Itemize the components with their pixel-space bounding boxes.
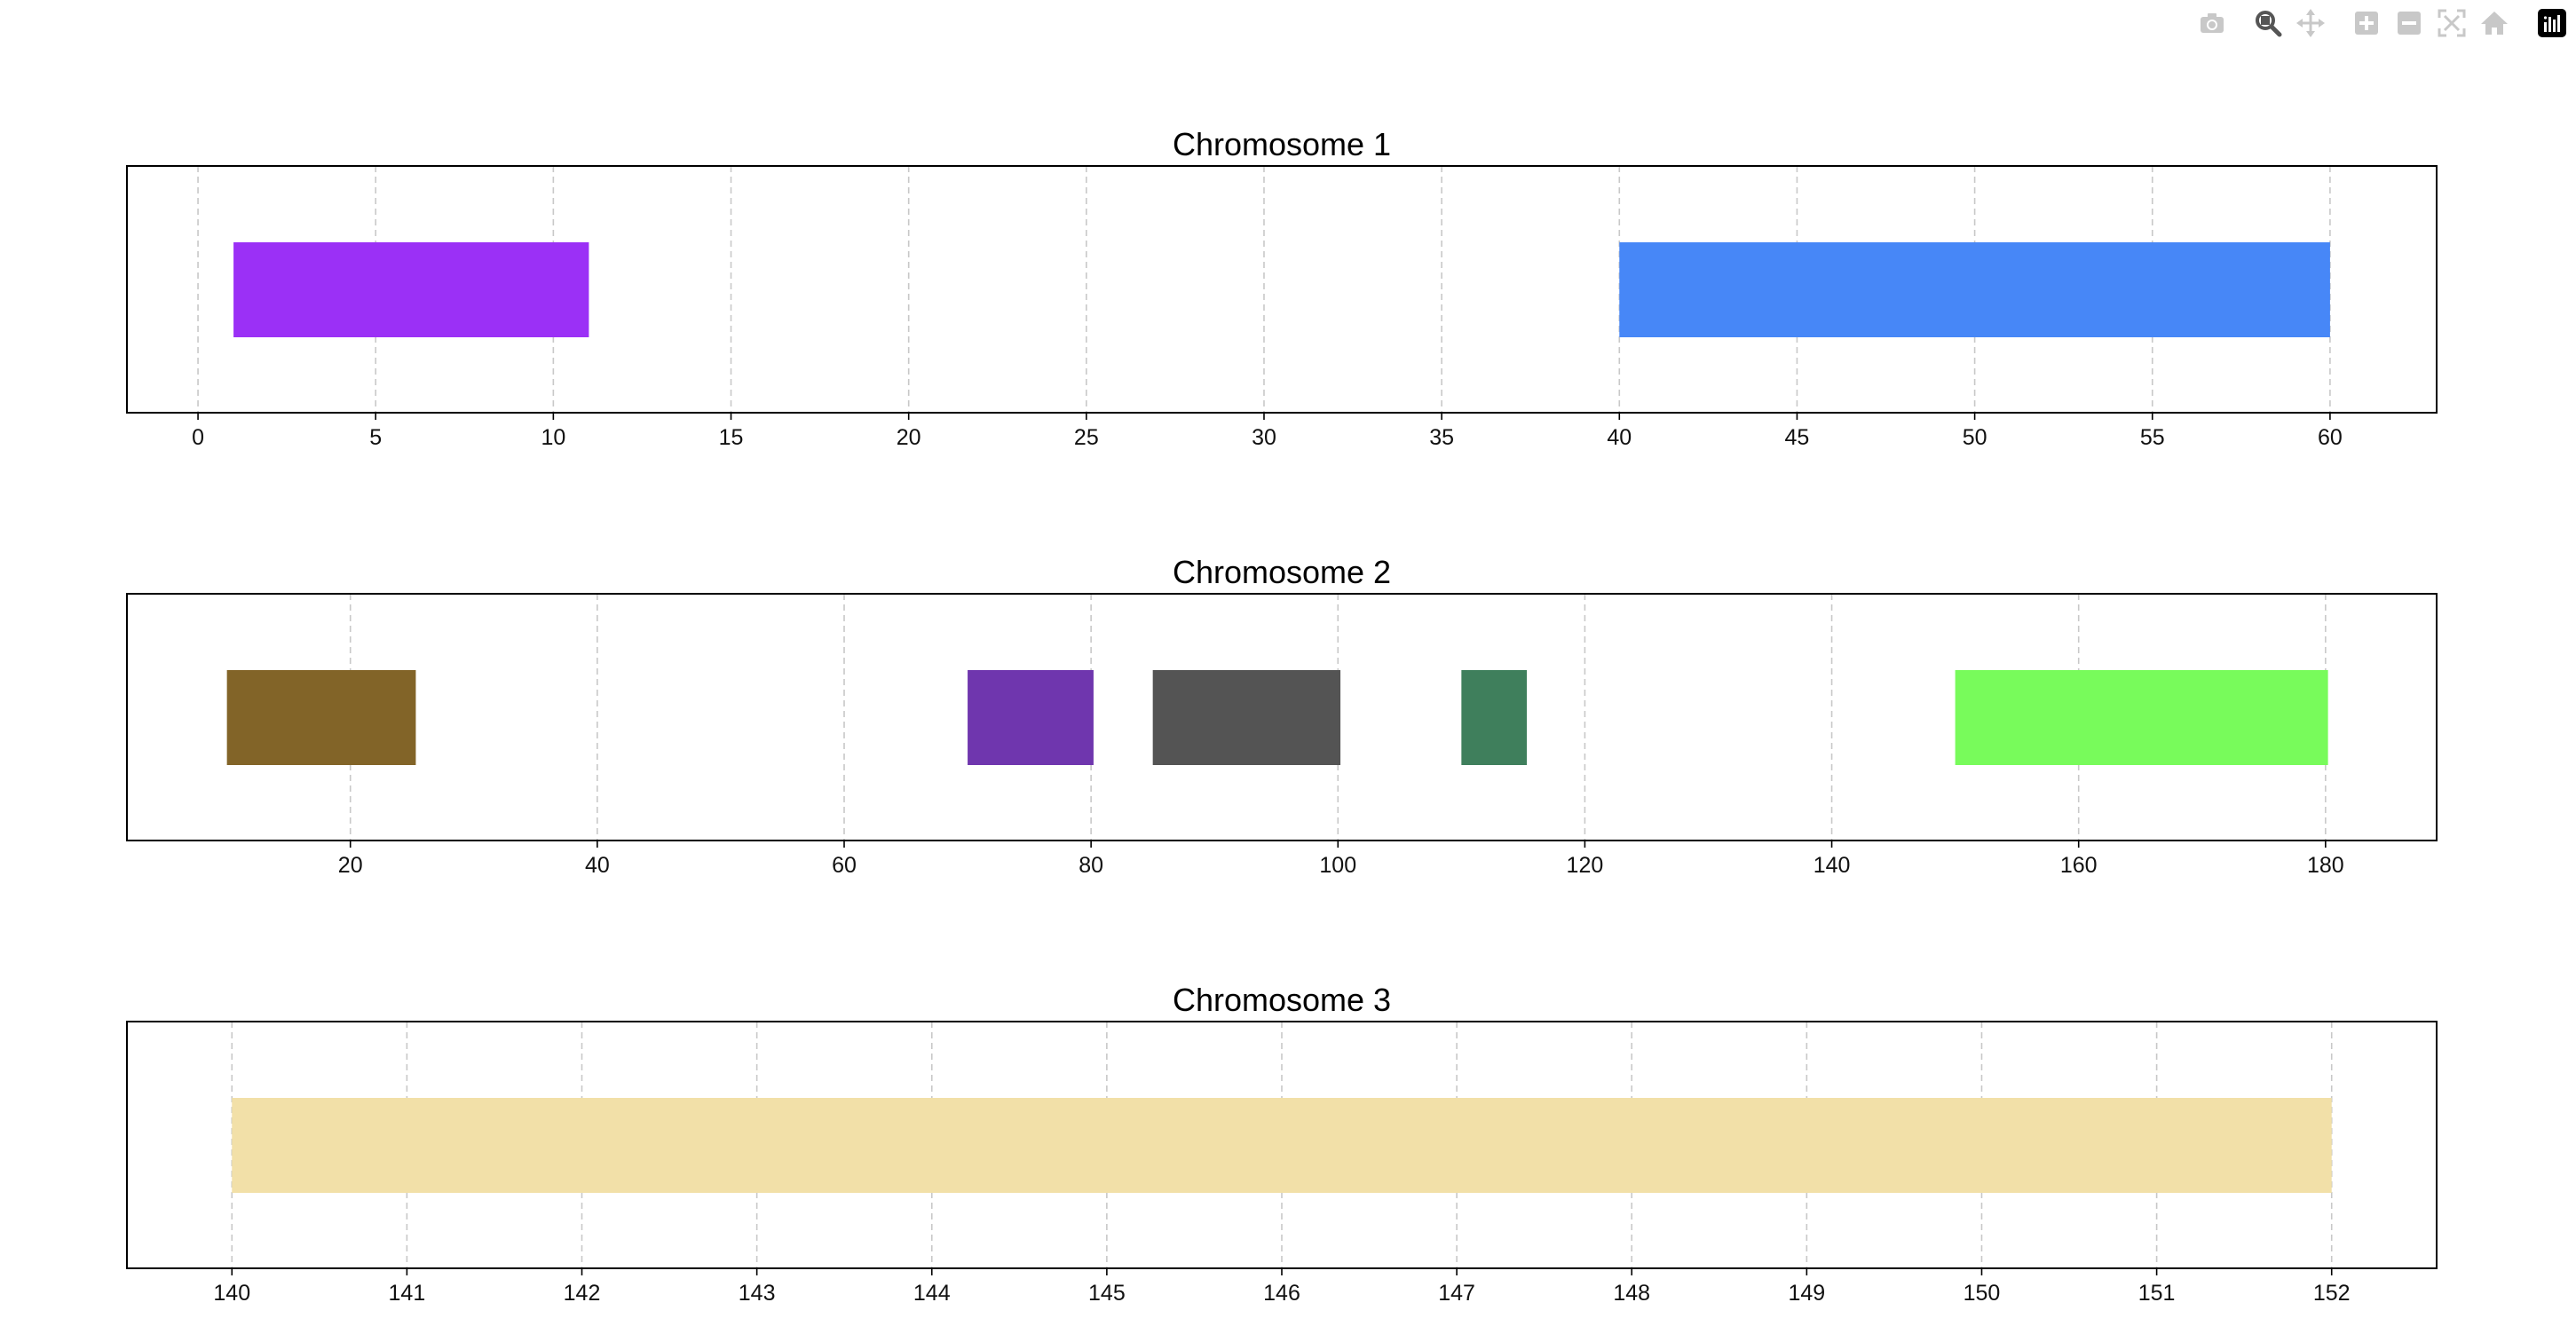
x-tick-label: 144: [913, 1281, 951, 1306]
pan-icon[interactable]: [2293, 5, 2328, 41]
plot-frame: [126, 593, 2438, 841]
x-tick-label: 25: [1074, 425, 1099, 450]
segment-bar[interactable]: [1461, 670, 1528, 765]
zoom-out-icon-glyph: [2398, 12, 2421, 35]
segment-bar[interactable]: [1152, 670, 1341, 765]
chart-1: Chromosome 1 0 5 10 15 20 25 30 35 40 45 50 55 60: [126, 126, 2438, 450]
x-tick-label: 142: [564, 1281, 601, 1306]
segment-bar[interactable]: [968, 670, 1094, 765]
chart-title: Chromosome 3: [1173, 982, 1391, 1018]
home-icon-glyph: [2481, 12, 2508, 35]
x-tick-label: 60: [2318, 425, 2343, 450]
home-icon[interactable]: [2477, 5, 2512, 41]
x-tick-label: 15: [719, 425, 744, 450]
x-tick-label: 143: [739, 1281, 776, 1306]
zoom-icon-glyph: [2256, 11, 2282, 37]
segment-bar[interactable]: [232, 1098, 2332, 1193]
x-tick-label: 45: [1785, 425, 1810, 450]
autoscale-icon[interactable]: [2434, 5, 2469, 41]
x-tick-label: 40: [585, 853, 610, 878]
x-tick-label: 145: [1088, 1281, 1126, 1306]
pan-icon-glyph: [2296, 9, 2325, 37]
autoscale-icon-glyph: [2438, 9, 2466, 37]
x-tick-label: 50: [1963, 425, 1987, 450]
camera-icon-glyph: [2201, 13, 2224, 33]
x-tick-label: 80: [1079, 853, 1103, 878]
x-tick-label: 5: [369, 425, 382, 450]
segment-bar[interactable]: [1619, 242, 2330, 337]
x-tick-label: 10: [541, 425, 565, 450]
x-tick-label: 180: [2307, 853, 2344, 878]
x-tick-label: 146: [1263, 1281, 1300, 1306]
x-tick-label: 20: [338, 853, 363, 878]
x-tick-label: 30: [1252, 425, 1276, 450]
segment-bar[interactable]: [233, 242, 589, 337]
modebar-toolbar: [0, 0, 2576, 53]
chart-2: Chromosome 2 20 40 60 80 100 120 140 160 180: [126, 554, 2438, 878]
camera-icon[interactable]: [2194, 5, 2230, 41]
zoom-in-icon[interactable]: [2349, 5, 2384, 41]
segment-bar[interactable]: [1955, 670, 2328, 765]
x-tick-label: 35: [1429, 425, 1454, 450]
x-tick-label: 20: [897, 425, 921, 450]
x-tick-label: 60: [832, 853, 857, 878]
plotly-logo-icon-glyph: [2538, 9, 2566, 37]
x-tick-label: 149: [1789, 1281, 1826, 1306]
zoom-out-icon[interactable]: [2391, 5, 2427, 41]
plot-frame: [126, 165, 2438, 414]
x-tick-label: 151: [2138, 1281, 2176, 1306]
x-tick-label: 40: [1607, 425, 1632, 450]
x-tick-label: 140: [1813, 853, 1851, 878]
x-tick-label: 140: [213, 1281, 250, 1306]
x-tick-label: 0: [192, 425, 204, 450]
chart-title: Chromosome 2: [1173, 554, 1391, 590]
zoom-in-icon-glyph: [2355, 12, 2378, 35]
x-tick-label: 152: [2313, 1281, 2351, 1306]
x-tick-label: 141: [389, 1281, 426, 1306]
x-tick-label: 150: [1964, 1281, 2001, 1306]
chart-3: Chromosome 3 140 141 142 143 144 145 146 147 148 1…: [126, 982, 2438, 1306]
segment-bar[interactable]: [226, 670, 416, 765]
plotly-logo-icon[interactable]: [2534, 5, 2570, 41]
chart-title: Chromosome 1: [1173, 126, 1391, 162]
zoom-icon[interactable]: [2250, 5, 2286, 41]
x-tick-label: 160: [2060, 853, 2098, 878]
x-tick-label: 55: [2140, 425, 2165, 450]
x-tick-label: 120: [1567, 853, 1604, 878]
x-tick-label: 147: [1438, 1281, 1475, 1306]
x-tick-label: 100: [1319, 853, 1356, 878]
x-tick-label: 148: [1613, 1281, 1650, 1306]
